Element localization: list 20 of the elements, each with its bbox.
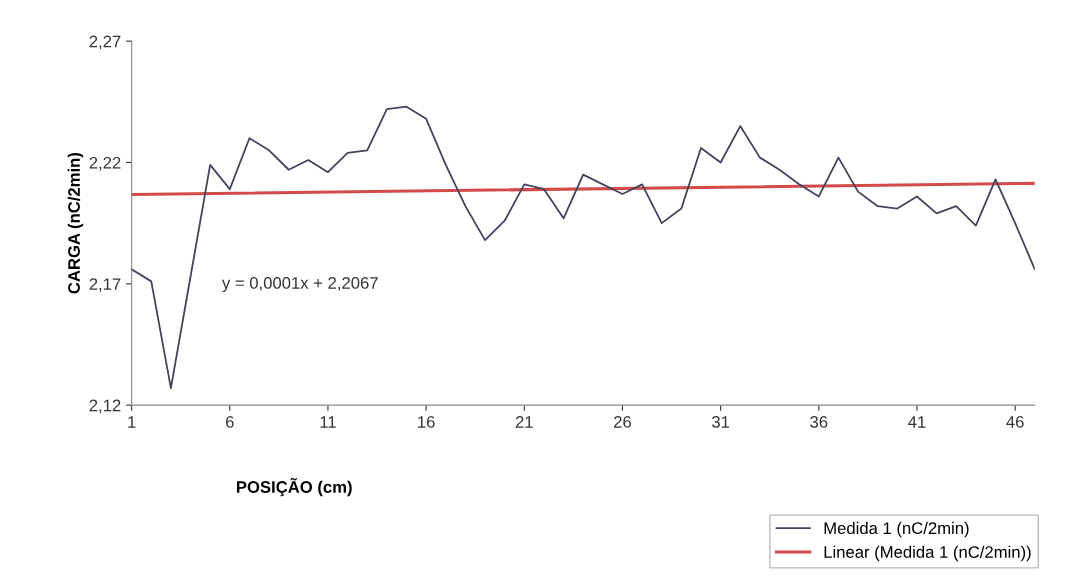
x-tick-label: 16 xyxy=(418,415,435,428)
legend-label: Linear (Medida 1 (nC/2min)) xyxy=(824,545,1031,562)
x-tick-label: 11 xyxy=(320,416,336,428)
y-tick-label: 2,22 xyxy=(89,156,121,171)
x-tick-label: 31 xyxy=(712,415,730,428)
y-axis-title: CARGA (nC/2min) xyxy=(67,152,84,294)
x-tick-label: 1 xyxy=(128,416,136,428)
x-tick-label: 21 xyxy=(515,415,533,428)
x-axis-title: POSIÇÃO (cm) xyxy=(236,477,352,497)
line-series xyxy=(131,105,1035,390)
annotation: y = 0,0001x + 2,2067 xyxy=(221,277,378,293)
y-tick-label: 2,17 xyxy=(89,278,121,292)
x-tick-label: 46 xyxy=(1006,415,1024,428)
x-tick-label: 6 xyxy=(226,415,234,428)
x-tick-label: 36 xyxy=(810,415,828,428)
x-tick-label: 26 xyxy=(614,415,631,428)
y-tick-label: 2,12 xyxy=(89,399,121,414)
y-tick-label: 2,27 xyxy=(89,35,121,50)
x-tick-label: 41 xyxy=(908,416,926,428)
legend-label: Medida 1 (nC/2min) xyxy=(824,521,969,538)
